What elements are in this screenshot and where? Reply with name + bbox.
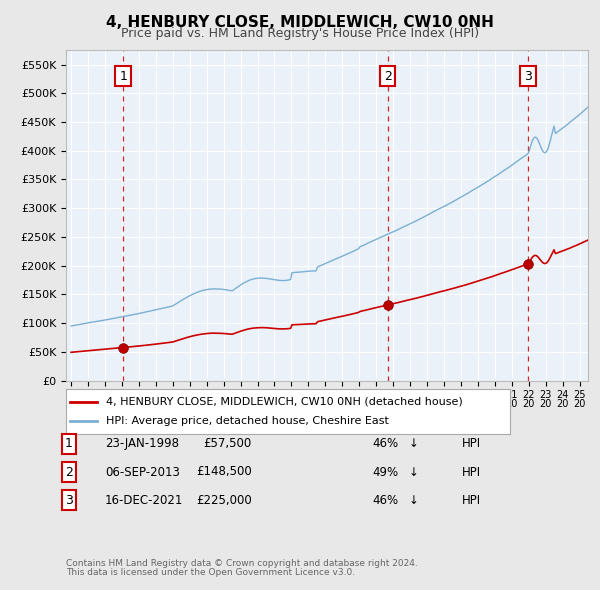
Text: 16-DEC-2021: 16-DEC-2021 [105, 494, 184, 507]
Text: 46%: 46% [372, 494, 398, 507]
Text: This data is licensed under the Open Government Licence v3.0.: This data is licensed under the Open Gov… [66, 568, 355, 577]
Text: Contains HM Land Registry data © Crown copyright and database right 2024.: Contains HM Land Registry data © Crown c… [66, 559, 418, 568]
Text: £148,500: £148,500 [196, 466, 252, 478]
Text: 2: 2 [65, 466, 73, 478]
Text: £225,000: £225,000 [196, 494, 252, 507]
Text: 2: 2 [384, 70, 392, 83]
Text: 3: 3 [524, 70, 532, 83]
Text: Price paid vs. HM Land Registry's House Price Index (HPI): Price paid vs. HM Land Registry's House … [121, 27, 479, 40]
Text: ↓: ↓ [409, 494, 419, 507]
Text: 46%: 46% [372, 437, 398, 450]
Text: 06-SEP-2013: 06-SEP-2013 [105, 466, 180, 478]
Text: 23-JAN-1998: 23-JAN-1998 [105, 437, 179, 450]
Text: ↓: ↓ [409, 466, 419, 478]
Text: 4, HENBURY CLOSE, MIDDLEWICH, CW10 0NH: 4, HENBURY CLOSE, MIDDLEWICH, CW10 0NH [106, 15, 494, 30]
Text: HPI: HPI [462, 466, 481, 478]
Text: £57,500: £57,500 [204, 437, 252, 450]
Text: HPI: HPI [462, 437, 481, 450]
Text: HPI: HPI [462, 494, 481, 507]
Text: 1: 1 [119, 70, 127, 83]
Text: ↓: ↓ [409, 437, 419, 450]
Text: 49%: 49% [372, 466, 398, 478]
Text: 1: 1 [65, 437, 73, 450]
Text: HPI: Average price, detached house, Cheshire East: HPI: Average price, detached house, Ches… [106, 417, 389, 426]
Text: 3: 3 [65, 494, 73, 507]
Text: 4, HENBURY CLOSE, MIDDLEWICH, CW10 0NH (detached house): 4, HENBURY CLOSE, MIDDLEWICH, CW10 0NH (… [106, 397, 463, 407]
